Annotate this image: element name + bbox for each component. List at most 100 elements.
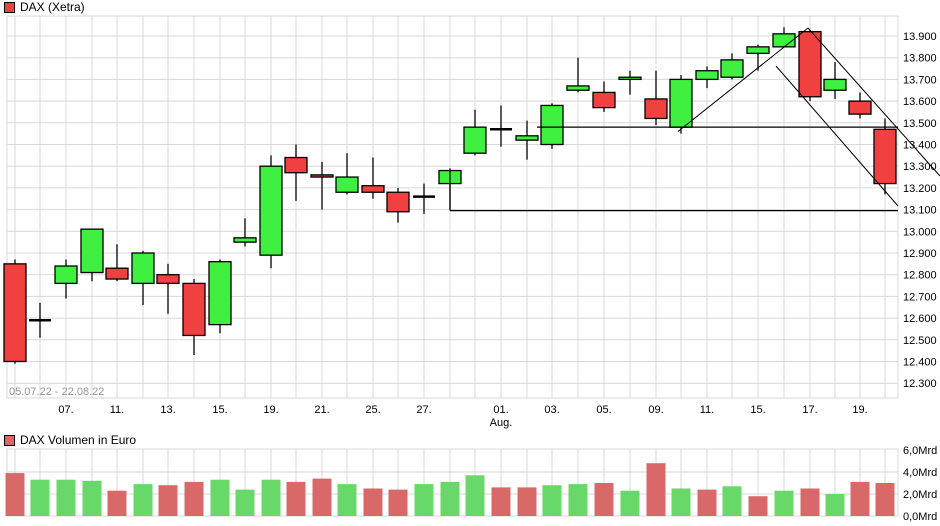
volume-bar — [671, 488, 691, 516]
y-tick-label: 12.900 — [903, 248, 937, 260]
candlestick — [669, 75, 693, 134]
y-tick-label: 12.600 — [903, 313, 937, 325]
candlestick — [3, 259, 27, 364]
rising-trendline — [677, 27, 809, 132]
price-legend-label: DAX (Xetra) — [20, 0, 85, 14]
candle-body — [131, 252, 155, 285]
volume-bar — [261, 479, 281, 516]
y-tick-label: 13.400 — [903, 140, 937, 152]
candlestick — [259, 155, 283, 269]
x-tick-label: 15. — [212, 404, 227, 416]
x-tick-label: 27. — [416, 404, 431, 416]
volume-bar — [542, 485, 562, 516]
candlestick — [873, 118, 897, 195]
candle-body — [566, 85, 590, 91]
volume-bar — [465, 475, 485, 516]
volume-bar — [850, 481, 870, 516]
candle-body — [54, 265, 78, 285]
volume-bar — [210, 479, 230, 516]
candlestick — [772, 27, 796, 48]
volume-bar — [56, 479, 76, 516]
volume-bar — [620, 490, 640, 516]
candle-body — [310, 174, 334, 178]
volume-legend: DAX Volumen in Euro — [4, 433, 136, 447]
candlestick — [131, 250, 155, 306]
candle-body — [695, 70, 719, 81]
candlestick — [566, 57, 590, 93]
candlestick — [515, 120, 539, 160]
candle-body — [848, 100, 872, 115]
volume-bar — [722, 486, 742, 516]
candlestick — [284, 144, 308, 201]
candlestick — [182, 279, 206, 355]
y-tick-label: 13.500 — [903, 118, 937, 130]
y-tick-label: 13.000 — [903, 226, 937, 238]
y-tick-label: 13.700 — [903, 74, 937, 86]
volume-y-tick-label: 6,0Mrd — [903, 446, 937, 457]
x-tick-label: 01. — [493, 404, 508, 416]
candlestick — [746, 44, 770, 71]
volume-bar — [312, 478, 332, 516]
x-tick-label: 11. — [110, 404, 124, 416]
falling-trendline-lower — [775, 65, 899, 207]
candlestick — [720, 53, 744, 80]
volume-bar — [337, 484, 357, 516]
candle-body — [515, 135, 539, 141]
volume-bar — [158, 485, 178, 516]
volume-bar — [774, 490, 794, 516]
candlestick — [233, 218, 257, 247]
x-tick-label: 25. — [365, 404, 380, 416]
candlestick — [29, 302, 51, 338]
date-range-label: 05.07.22 - 22.08.22 — [9, 386, 104, 398]
candlestick — [695, 66, 719, 89]
volume-bar — [440, 481, 460, 516]
falling-trendline-upper — [807, 27, 940, 177]
candlestick — [798, 29, 822, 102]
candle-body — [540, 104, 564, 146]
volume-legend-label: DAX Volumen in Euro — [20, 433, 137, 447]
price-chart: 13.900 13.800 13.700 13.600 13.500 13.400 13.3… — [3, 15, 940, 429]
candle-body — [335, 176, 359, 193]
price-plot-area — [6, 15, 899, 399]
candlestick — [823, 62, 847, 99]
candle-body — [798, 31, 822, 98]
volume-bar — [825, 494, 845, 516]
candle-body — [182, 282, 206, 337]
volume-bar — [184, 481, 204, 516]
candlestick — [618, 70, 642, 95]
candlestick — [413, 183, 435, 214]
candle-body — [592, 91, 616, 109]
x-tick-label: 13. — [160, 404, 175, 416]
x-tick-label: 11. — [700, 404, 714, 416]
y-tick-label: 13.200 — [903, 183, 937, 195]
volume-bar — [235, 489, 255, 516]
x-tick-label: 05. — [596, 404, 611, 416]
candlestick — [208, 259, 232, 334]
candlestick — [156, 263, 180, 314]
volume-bar — [5, 473, 25, 516]
candlestick — [540, 103, 564, 149]
volume-bar — [800, 488, 820, 516]
volume-legend-swatch — [4, 434, 15, 446]
candlestick — [105, 244, 129, 282]
volume-bar — [697, 489, 717, 516]
candlestick — [54, 259, 78, 299]
y-tick-label: 13.900 — [903, 31, 937, 43]
candle-body — [156, 274, 180, 285]
candle-body — [873, 128, 897, 185]
x-tick-label: 15. — [750, 404, 765, 416]
volume-bar — [517, 487, 537, 516]
y-tick-label: 13.100 — [903, 205, 937, 217]
candlestick — [386, 187, 410, 223]
candlestick — [644, 70, 668, 125]
candle-body — [823, 78, 847, 91]
candle-body — [233, 237, 257, 243]
volume-bar — [107, 490, 127, 516]
volume-bar — [286, 481, 306, 516]
candlestick — [80, 228, 104, 282]
y-tick-label: 13.800 — [903, 53, 937, 65]
volume-bar — [748, 496, 768, 516]
candle-body — [386, 191, 410, 213]
x-tick-label: 07. — [58, 404, 73, 416]
volume-bar — [568, 484, 588, 516]
